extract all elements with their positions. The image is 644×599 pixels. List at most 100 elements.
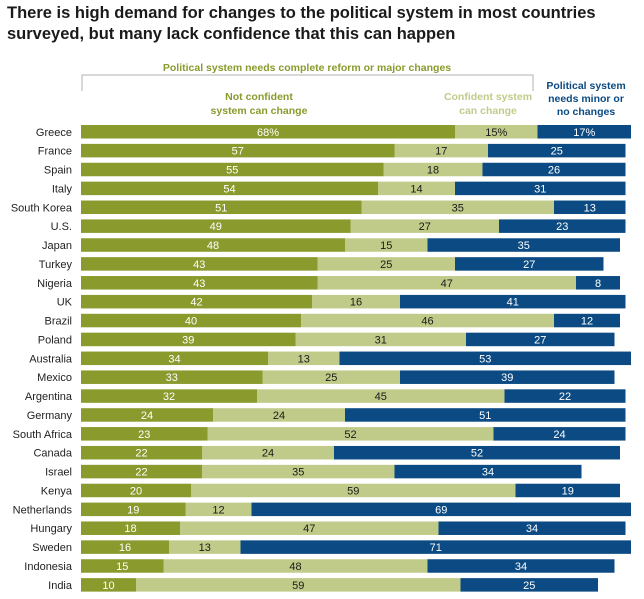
data-label: 23 [138, 429, 150, 441]
country-label: Israel [45, 467, 72, 479]
bar-segment [394, 143, 488, 158]
bar-segment [537, 125, 631, 139]
bar-segment [378, 181, 455, 196]
bar-segment [455, 257, 604, 271]
bar-segment [81, 181, 378, 196]
bar-segment [81, 502, 186, 517]
bar-segment [400, 370, 615, 384]
bar-segment [339, 351, 631, 366]
chart-title: There is high demand for changes to the … [7, 4, 596, 43]
data-label: 8 [595, 278, 601, 290]
data-label: 34 [526, 523, 538, 535]
data-label: 23 [556, 221, 568, 233]
bar-segment [81, 540, 169, 554]
data-label: 14 [410, 183, 422, 195]
bar-segment [202, 464, 395, 479]
data-label: 13 [584, 202, 596, 214]
data-label: 49 [210, 221, 222, 233]
bar-segment [81, 238, 345, 252]
bar-segment [554, 313, 620, 328]
data-label: 40 [185, 316, 197, 328]
data-label: 25 [551, 146, 563, 158]
data-label: 22 [135, 448, 147, 460]
bar-segment [81, 162, 384, 177]
country-label: Hungary [30, 523, 72, 535]
bar-segment [268, 351, 340, 366]
bar-row: Spain 55 18 26 [44, 162, 626, 177]
data-label: 19 [562, 485, 574, 497]
data-label: 71 [430, 542, 442, 554]
country-label: Turkey [39, 259, 73, 271]
data-label: 43 [193, 259, 205, 271]
header-not-confident-line1: Not confident [225, 91, 293, 103]
data-label: 27 [419, 221, 431, 233]
data-label: 19 [127, 504, 139, 516]
country-label: France [38, 146, 72, 158]
data-label: 13 [199, 542, 211, 554]
bar-row: Germany 24 24 51 [27, 408, 626, 422]
country-label: UK [57, 297, 73, 309]
data-label: 47 [303, 523, 315, 535]
bar-segment [240, 540, 631, 554]
data-label: 18 [427, 165, 439, 177]
data-label: 35 [518, 240, 530, 252]
bar-row: Sweden 16 13 71 [32, 540, 631, 554]
bar-segment [81, 200, 362, 215]
data-label: 51 [215, 202, 227, 214]
bar-row: Italy 54 14 31 [52, 181, 626, 196]
data-label: 35 [292, 467, 304, 479]
bar-segment [317, 276, 576, 290]
data-label: 43 [193, 278, 205, 290]
bar-segment [185, 502, 252, 517]
group-bracket [81, 74, 534, 91]
country-label: Netherlands [13, 504, 73, 516]
bar-segment [455, 181, 626, 196]
bar-segment [460, 578, 598, 592]
bar-segment [81, 313, 301, 328]
country-label: Australia [29, 353, 73, 365]
header-confident-line1: Confident system [444, 91, 532, 103]
country-label: Poland [38, 334, 72, 346]
data-label: 52 [344, 429, 356, 441]
data-label: 27 [523, 259, 535, 271]
header-minor-line1: Political system [546, 80, 625, 92]
bar-row: South Korea 51 35 13 [11, 200, 626, 215]
data-label: 18 [124, 523, 136, 535]
data-label: 12 [212, 504, 224, 516]
bar-segment [400, 294, 626, 309]
data-label: 24 [262, 448, 274, 460]
data-label: 53 [479, 353, 491, 365]
bar-segment [576, 276, 620, 290]
country-label: Italy [52, 183, 73, 195]
data-label: 15 [116, 561, 128, 573]
bar-row: Kenya 20 59 19 [41, 483, 620, 498]
data-label: 59 [292, 580, 304, 592]
data-label: 25 [325, 372, 337, 384]
bar-segment [136, 578, 461, 592]
bar-row: India 10 59 25 [48, 578, 598, 592]
bar-row: Indonesia 15 48 34 [24, 559, 615, 573]
data-label: 17% [573, 127, 595, 139]
bar-segment [455, 125, 538, 139]
data-label: 12 [581, 316, 593, 328]
data-label: 51 [479, 410, 491, 422]
bar-segment [515, 483, 620, 498]
data-label: 15 [380, 240, 392, 252]
country-label: U.S. [51, 221, 72, 233]
bar-segment [202, 445, 334, 460]
data-label: 24 [553, 429, 565, 441]
bar-row: Nigeria 43 47 8 [37, 276, 620, 290]
data-label: 20 [130, 485, 142, 497]
data-label: 26 [548, 165, 560, 177]
bar-segment [81, 351, 268, 366]
bar-segment [81, 294, 312, 309]
bar-row: Greece 68% 15% 17% [36, 125, 631, 139]
bar-segment [251, 502, 631, 517]
country-label: India [48, 580, 73, 592]
bar-segment [81, 276, 318, 290]
group-header: Political system needs complete reform o… [163, 62, 451, 74]
country-label: Indonesia [24, 561, 73, 573]
bar-segment [361, 200, 554, 215]
bar-segment [334, 445, 620, 460]
bar-row: U.S. 49 27 23 [51, 219, 626, 233]
